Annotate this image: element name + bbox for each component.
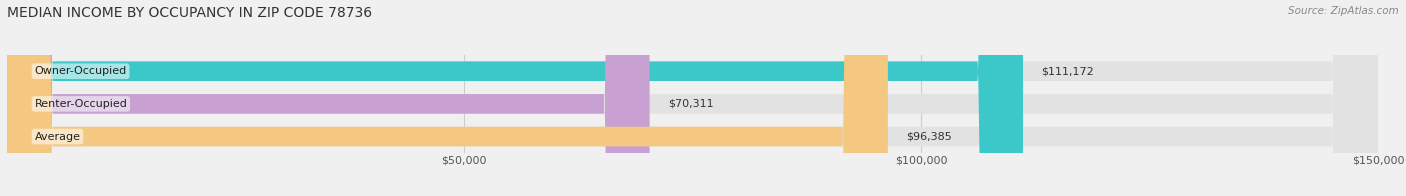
Text: Owner-Occupied: Owner-Occupied bbox=[34, 66, 127, 76]
Text: $70,311: $70,311 bbox=[668, 99, 713, 109]
Text: Renter-Occupied: Renter-Occupied bbox=[34, 99, 128, 109]
Text: $111,172: $111,172 bbox=[1042, 66, 1094, 76]
Text: $96,385: $96,385 bbox=[907, 132, 952, 142]
FancyBboxPatch shape bbox=[7, 0, 1378, 196]
Text: Average: Average bbox=[34, 132, 80, 142]
FancyBboxPatch shape bbox=[7, 0, 1378, 196]
Text: MEDIAN INCOME BY OCCUPANCY IN ZIP CODE 78736: MEDIAN INCOME BY OCCUPANCY IN ZIP CODE 7… bbox=[7, 6, 373, 20]
FancyBboxPatch shape bbox=[7, 0, 650, 196]
FancyBboxPatch shape bbox=[7, 0, 1024, 196]
FancyBboxPatch shape bbox=[7, 0, 1378, 196]
Text: Source: ZipAtlas.com: Source: ZipAtlas.com bbox=[1288, 6, 1399, 16]
FancyBboxPatch shape bbox=[7, 0, 889, 196]
